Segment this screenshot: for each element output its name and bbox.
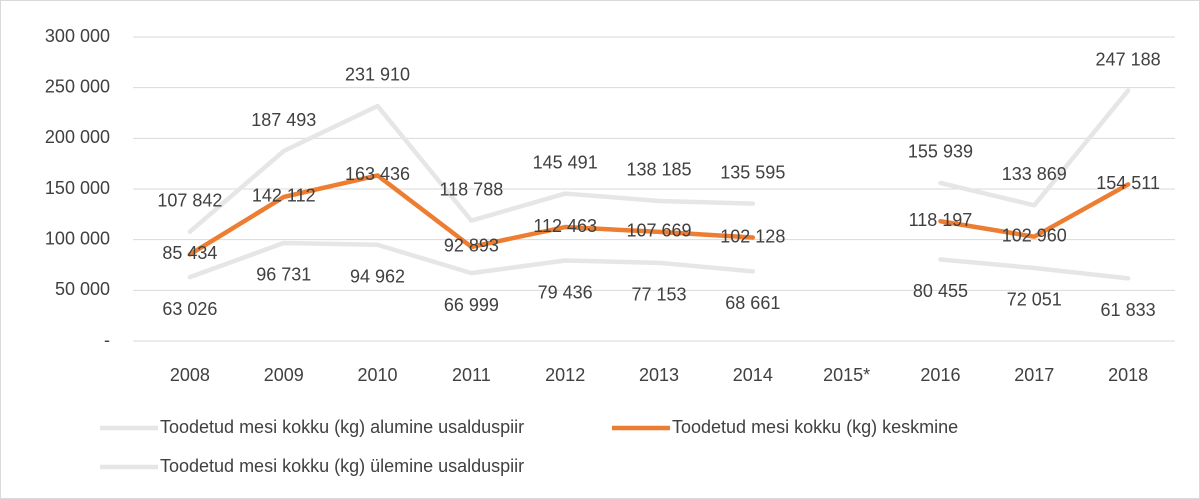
data-label: 92 893 (444, 236, 499, 256)
y-tick-label: 150 000 (45, 178, 110, 198)
x-tick-label: 2011 (452, 365, 491, 385)
legend-label: Toodetud mesi kokku (kg) alumine usaldus… (160, 417, 524, 437)
data-label: 142 112 (252, 186, 316, 206)
series-line (187, 88, 1131, 234)
data-label: 85 434 (162, 243, 217, 263)
x-tick-label: 2010 (358, 365, 398, 385)
x-tick-label: 2012 (545, 365, 585, 385)
x-tick-label: 2015* (823, 365, 870, 385)
data-label: 163 436 (345, 164, 410, 184)
series-line (187, 173, 1131, 257)
x-tick-label: 2016 (920, 365, 960, 385)
data-label: 66 999 (444, 295, 499, 315)
data-label: 72 051 (1007, 290, 1062, 310)
data-label: 102 128 (720, 226, 785, 246)
x-tick-label: 2008 (170, 365, 210, 385)
y-tick-label: 50 000 (55, 279, 110, 299)
data-label: 77 153 (631, 285, 686, 305)
data-label: 247 188 (1096, 49, 1161, 69)
data-label: 80 455 (913, 281, 968, 301)
y-tick-label: 100 000 (45, 228, 110, 248)
x-tick-label: 2013 (639, 365, 679, 385)
data-label: 112 463 (533, 216, 597, 236)
legend-label: Toodetud mesi kokku (kg) keskmine (672, 417, 958, 437)
x-tick-label: 2017 (1014, 365, 1054, 385)
data-label: 63 026 (162, 299, 217, 319)
data-label: 187 493 (251, 110, 316, 130)
data-label: 102 960 (1002, 225, 1067, 245)
data-label: 118 788 (439, 179, 503, 199)
x-tick-label: 2018 (1108, 365, 1148, 385)
data-label: 68 661 (725, 293, 780, 313)
data-label: 231 910 (345, 65, 410, 85)
data-label: 135 595 (720, 162, 785, 182)
y-tick-label: - (104, 330, 110, 350)
data-label: 145 491 (533, 152, 598, 172)
legend-label: Toodetud mesi kokku (kg) ülemine usaldus… (160, 456, 524, 476)
y-tick-label: 250 000 (45, 76, 110, 96)
data-label: 96 731 (256, 265, 311, 285)
data-label: 61 833 (1101, 300, 1156, 320)
series-line (187, 240, 1131, 281)
data-label: 138 185 (626, 160, 691, 180)
y-tick-label: 300 000 (45, 26, 110, 46)
data-label: 118 197 (909, 210, 973, 230)
y-tick-label: 200 000 (45, 127, 110, 147)
x-tick-label: 2009 (264, 365, 304, 385)
data-label: 107 669 (626, 221, 691, 241)
data-label: 79 436 (538, 282, 593, 302)
data-label: 155 939 (908, 142, 973, 162)
data-label: 154 511 (1096, 173, 1160, 193)
data-label: 94 962 (350, 267, 405, 287)
data-label: 107 842 (157, 190, 222, 210)
data-label: 133 869 (1002, 164, 1067, 184)
x-tick-label: 2014 (733, 365, 773, 385)
